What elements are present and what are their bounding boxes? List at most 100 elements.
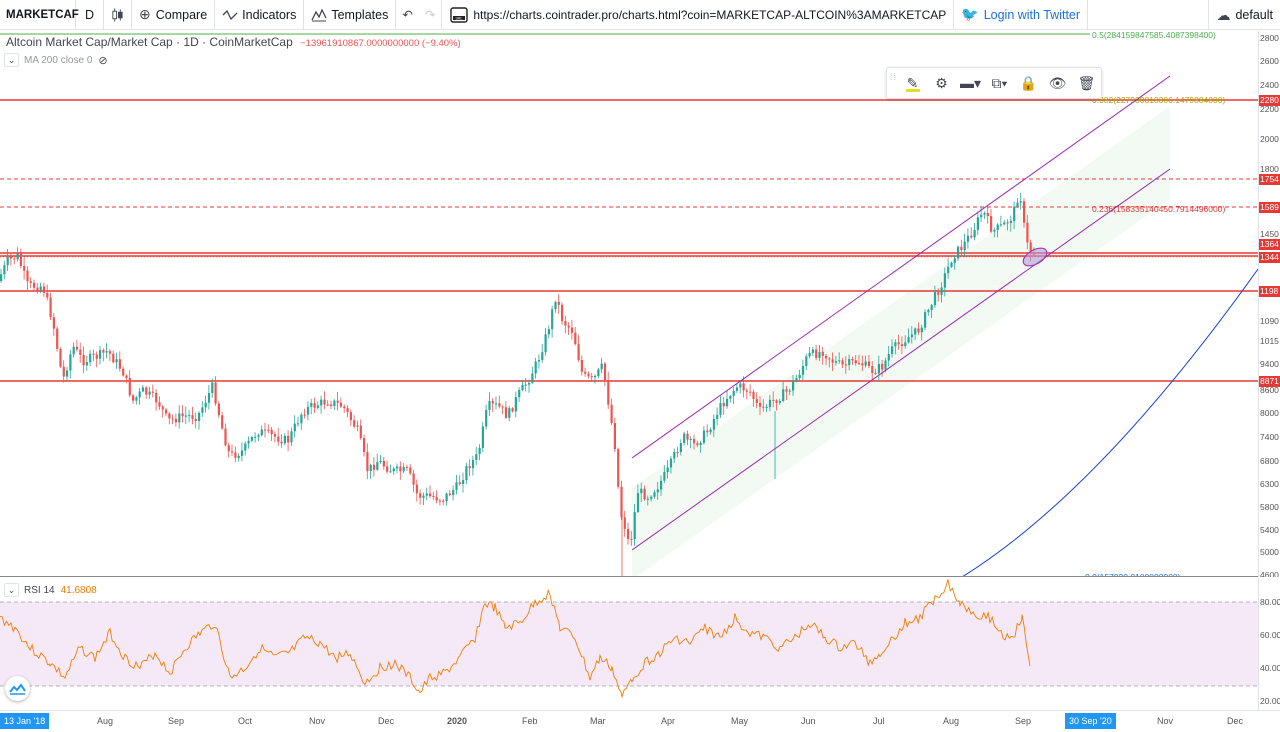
lock-button[interactable]: 🔒 [1014, 68, 1043, 98]
visibility-button[interactable]: 👁 [1043, 68, 1072, 98]
ma-legend[interactable]: ⌄ MA 200 close 0 ⊘ [4, 53, 108, 67]
candle-body [165, 409, 168, 414]
candle-body [148, 391, 151, 395]
candle-body [584, 371, 587, 374]
eye-off-icon[interactable]: ⊘ [98, 54, 108, 67]
candle-body [1016, 202, 1019, 207]
candle-body [1019, 201, 1022, 203]
price-tick: 1015 [1260, 336, 1279, 346]
candle-body [29, 281, 32, 283]
chevron-down-icon[interactable]: ⌄ [4, 53, 19, 67]
chart-type-button[interactable] [104, 0, 132, 30]
candle-body [92, 353, 95, 355]
candle-body [217, 403, 220, 416]
compare-button[interactable]: ⊕ Compare [132, 0, 216, 30]
candle-body [841, 360, 844, 365]
rsi-pane[interactable]: ⌄ RSI 14 41.6808 [0, 578, 1258, 710]
candle-body [485, 409, 488, 427]
candle-body [597, 369, 600, 376]
candle-body [603, 363, 607, 381]
candle-body [973, 229, 976, 238]
candle-body [346, 408, 349, 413]
price-level-badge: 1754 [1259, 174, 1280, 185]
candle-body [49, 297, 52, 318]
candle-body [468, 466, 471, 469]
candle-body [1003, 222, 1006, 225]
candle-body [1029, 242, 1032, 255]
candle-body [151, 391, 154, 393]
candle-body [815, 349, 818, 358]
channel-lower-line [631, 168, 1171, 551]
time-tick: Dec [1227, 716, 1244, 726]
candle-body [613, 423, 616, 450]
time-axis[interactable]: 13 Jan '18 Aug Sep Oct Nov Dec 2020 Feb Mar Apr Ma… [0, 710, 1280, 732]
candle-body [950, 262, 953, 267]
candle-body [501, 406, 504, 408]
candle-body [795, 377, 798, 381]
candle-body [630, 539, 633, 541]
pencil-button[interactable]: ✎ [898, 68, 927, 98]
candle-body [864, 361, 867, 366]
candle-body [887, 354, 890, 361]
time-tick: Apr [661, 716, 676, 726]
url-icon-button[interactable]: URL [442, 0, 471, 30]
candle-body [438, 500, 442, 502]
copy-button[interactable]: ⧉▾ [985, 68, 1014, 98]
candle-body [425, 493, 428, 496]
fib-label: 0.382(227980818306.1479884800) [1092, 95, 1225, 105]
twitter-login-button[interactable]: 🐦 Login with Twitter [954, 0, 1089, 30]
tradingview-logo-icon [9, 682, 26, 695]
price-tick: 2400 [1260, 80, 1279, 90]
candle-body [811, 349, 814, 353]
undo-icon: ↶ [402, 8, 413, 22]
candle-body [679, 443, 682, 453]
drag-handle-icon[interactable]: ⁞⁞ [890, 72, 898, 82]
color-swatch [906, 89, 920, 92]
candle-body [805, 356, 808, 367]
settings-button[interactable]: ⚙ [927, 68, 956, 98]
undo-button[interactable]: ↶ [396, 0, 418, 30]
cloud-icon: ☁ [1216, 6, 1231, 23]
candle-body [788, 390, 791, 392]
candle-body [722, 402, 725, 407]
indicators-button[interactable]: Indicators [215, 0, 305, 30]
tradingview-logo[interactable] [5, 676, 30, 701]
chart-url[interactable]: https://charts.cointrader.pro/charts.htm… [471, 0, 955, 30]
candle-body [874, 373, 877, 375]
price-axis[interactable]: 2800 2600 2400 2200 2000 1800 1450 1090 1015 9400… [1258, 31, 1280, 577]
layout-button[interactable]: ☁ default [1208, 0, 1280, 30]
chevron-down-icon[interactable]: ⌄ [4, 583, 19, 597]
candle-body [115, 359, 118, 363]
price-chart[interactable]: 0.5(284159847585.4087398400) 0.382(227980… [0, 31, 1258, 577]
candle-body [141, 387, 145, 392]
candle-body [330, 404, 333, 406]
candle-body [521, 384, 524, 391]
candle-body [564, 321, 567, 326]
rsi-chart[interactable] [0, 578, 1258, 710]
candle-body [848, 358, 851, 366]
candle-body [861, 363, 864, 366]
price-pane[interactable]: 0.5(284159847585.4087398400) 0.382(227980… [0, 31, 1258, 577]
candle-body [623, 517, 626, 529]
layers-button[interactable]: ▬▾ [956, 68, 985, 98]
rsi-axis[interactable]: 80.00 60.00 40.00 20.00 [1258, 578, 1280, 710]
interval-button[interactable]: D [76, 0, 104, 30]
candle-body [356, 425, 359, 427]
candle-body [214, 382, 217, 404]
price-tick: 5000 [1260, 547, 1279, 557]
candle-body [739, 383, 742, 388]
candle-body [719, 402, 722, 415]
symbol-search[interactable]: MARKETCAF [0, 0, 79, 30]
time-tick: Aug [97, 716, 114, 726]
time-tick: Sep [1015, 716, 1032, 726]
candle-body [9, 256, 13, 259]
candle-body [234, 452, 237, 458]
templates-button[interactable]: Templates [304, 0, 397, 30]
rsi-legend[interactable]: ⌄ RSI 14 41.6808 [4, 583, 97, 597]
curve-line [962, 268, 1258, 576]
candle-body [838, 360, 841, 362]
candle-body [610, 404, 613, 424]
delete-button[interactable]: 🗑 [1072, 68, 1101, 98]
redo-button[interactable]: ↷ [419, 0, 443, 30]
candle-body [128, 377, 131, 396]
